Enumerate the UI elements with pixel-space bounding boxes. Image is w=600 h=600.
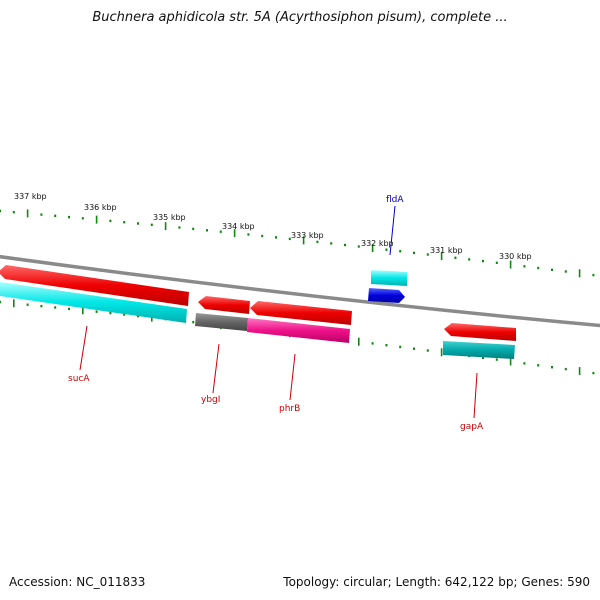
leader-phrB	[289, 353, 296, 401]
gene-phrB-cds[interactable]	[247, 318, 350, 343]
topology-summary-text: Topology: circular; Length: 642,122 bp; …	[283, 575, 590, 589]
gene-label-phrB[interactable]: phrB	[279, 404, 300, 414]
gene-sucA-cds[interactable]	[0, 282, 187, 323]
tick-label-330: 330 kbp	[499, 252, 532, 261]
gene-ybgI-cds[interactable]	[195, 313, 248, 331]
gene-label-fldA[interactable]: fldA	[386, 195, 404, 205]
gene-gapA-cds[interactable]	[443, 341, 515, 359]
gene-ybgI-reverse[interactable]	[198, 296, 250, 314]
tick-label-336: 336 kbp	[84, 203, 117, 212]
gene-label-ybgI[interactable]: ybgI	[201, 395, 220, 405]
tick-label-335: 335 kbp	[153, 213, 186, 222]
gene-phrB-reverse[interactable]	[250, 301, 352, 325]
tick-label-334: 334 kbp	[222, 222, 255, 231]
genome-backbone	[0, 254, 600, 328]
map-title: Buchnera aphidicola str. 5A (Acyrthosiph…	[92, 10, 508, 25]
label-leaders	[79, 205, 478, 419]
gene-sucA-reverse[interactable]	[0, 265, 189, 306]
gene-label-sucA[interactable]: sucA	[68, 374, 90, 384]
tick-label-331: 331 kbp	[430, 246, 463, 255]
leader-gapA	[473, 372, 478, 419]
tick-label-337: 337 kbp	[14, 192, 47, 201]
tick-label-332: 332 kbp	[361, 239, 394, 248]
gene-fldA-forward[interactable]	[368, 288, 405, 303]
gene-gapA-reverse[interactable]	[444, 323, 516, 341]
leader-sucA	[79, 325, 88, 371]
tick-label-333: 333 kbp	[291, 231, 324, 240]
gene-features	[0, 265, 516, 359]
gene-fldA-cds[interactable]	[371, 270, 407, 286]
accession-text: Accession: NC_011833	[9, 575, 146, 589]
gene-label-gapA[interactable]: gapA	[460, 422, 484, 432]
leader-ybgI	[212, 343, 220, 394]
leader-fldA	[389, 205, 396, 256]
